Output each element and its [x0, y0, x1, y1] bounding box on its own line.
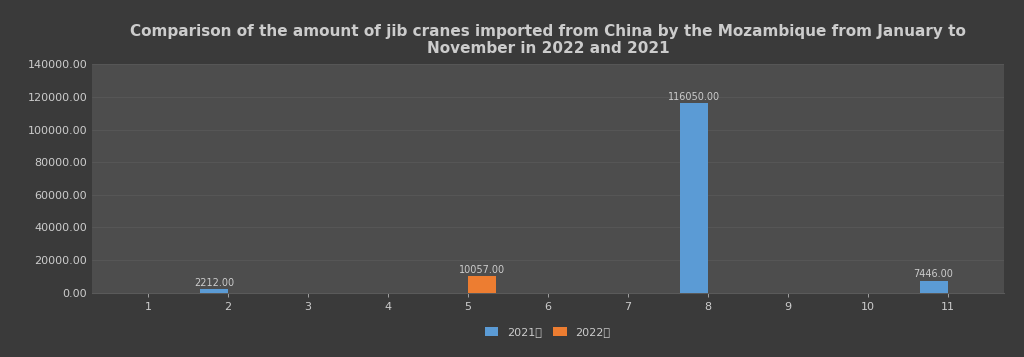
Bar: [920, 281, 947, 293]
Bar: [200, 289, 228, 293]
Legend: 2021年, 2022年: 2021年, 2022年: [485, 327, 610, 337]
Bar: [680, 103, 708, 293]
Bar: [468, 276, 496, 293]
Title: Comparison of the amount of jib cranes imported from China by the Mozambique fro: Comparison of the amount of jib cranes i…: [130, 24, 966, 56]
Text: 7446.00: 7446.00: [913, 269, 953, 279]
Text: 10057.00: 10057.00: [459, 265, 505, 275]
Text: 2212.00: 2212.00: [194, 278, 234, 288]
Text: 116050.00: 116050.00: [668, 92, 720, 102]
